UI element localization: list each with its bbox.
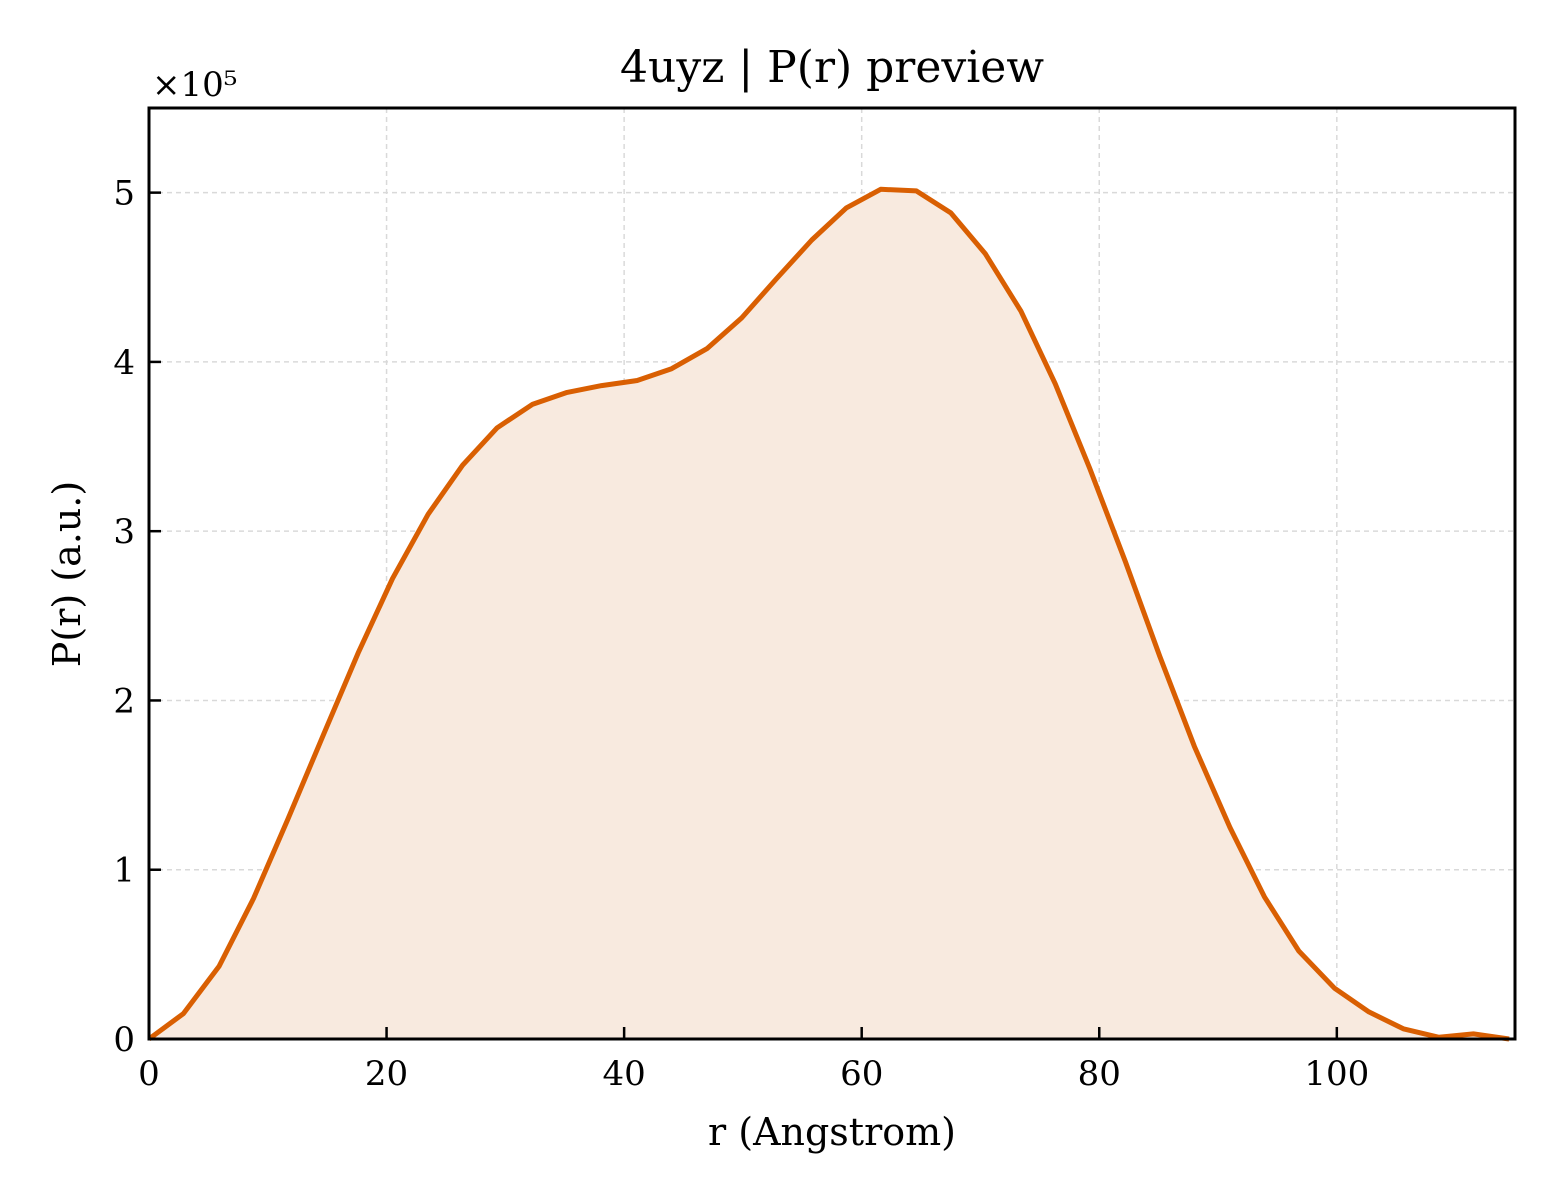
y-tick-label: 2: [113, 681, 135, 721]
y-tick-label: 1: [113, 851, 135, 891]
x-tick-label: 60: [840, 1054, 883, 1094]
x-tick-label: 40: [602, 1054, 645, 1094]
y-axis-label: P(r) (a.u.): [45, 481, 89, 667]
plot-frame: [147, 106, 1517, 1041]
x-axis-label: r (Angstrom): [708, 1110, 956, 1154]
y-tick-label: 5: [113, 174, 135, 214]
axis-ticks: 0 20 40 60 80 100 0 1 2 3 4 5: [113, 174, 1369, 1094]
x-tick-label: 80: [1078, 1054, 1121, 1094]
y-tick-label: 4: [113, 343, 135, 383]
x-tick-label: 0: [138, 1054, 160, 1094]
x-tick-label: 20: [365, 1054, 408, 1094]
y-tick-label: 0: [113, 1020, 135, 1060]
pr-series-line: [147, 186, 1510, 1042]
x-tick-label: 100: [1304, 1054, 1369, 1094]
pr-area-fill: [149, 189, 1510, 1040]
y-offset-label: ×10⁵: [152, 65, 237, 105]
y-tick-label: 3: [113, 512, 135, 552]
chart-title: 4uyz | P(r) preview: [620, 42, 1044, 93]
